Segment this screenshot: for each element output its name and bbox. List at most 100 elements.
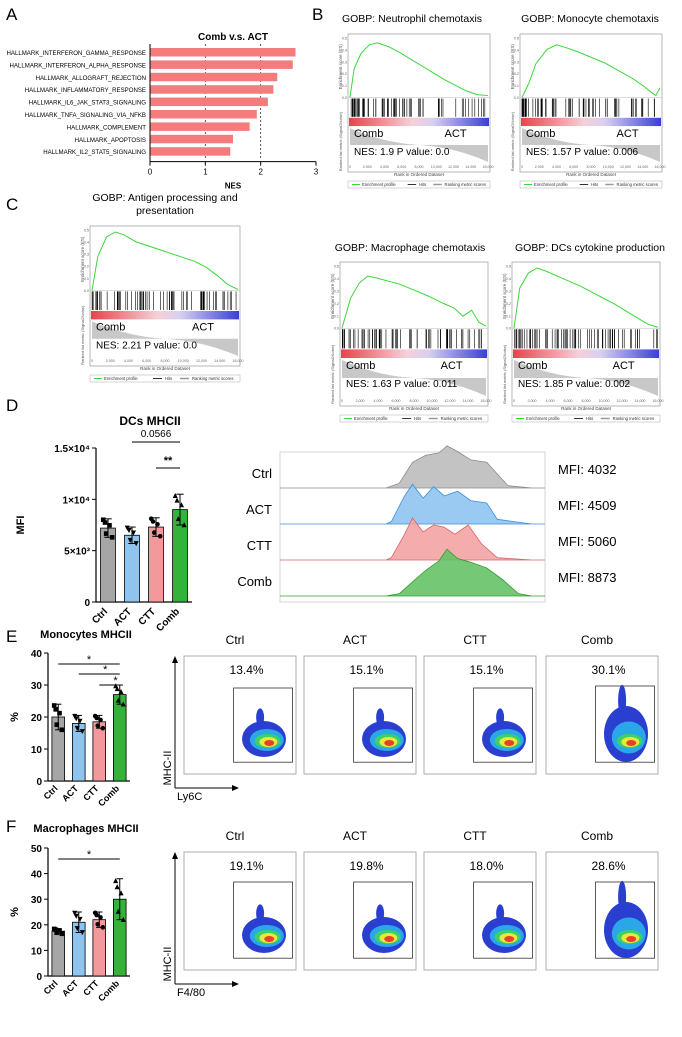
rank-axis-label: Ranked list metric (Signal2Noise) — [510, 111, 515, 171]
category-label: HALLMARK_INTERFERON_ALPHA_RESPONSE — [10, 62, 146, 69]
legend-hits: Hits — [419, 182, 426, 187]
data-point — [79, 729, 85, 735]
rank-tick-label: 2,000 — [363, 165, 372, 169]
density-wisp — [376, 708, 385, 727]
left-group-label: Comb — [96, 321, 125, 333]
mfi-label: MFI: 4032 — [558, 462, 617, 477]
es-tick-label: 0.0 — [506, 327, 511, 331]
data-point — [53, 707, 59, 712]
es-tick-label: 0.2 — [334, 302, 339, 306]
gate-percent: 15.1% — [350, 663, 384, 677]
rank-tick-label: 12,000 — [620, 165, 631, 169]
density-layer — [384, 739, 395, 746]
y-tick-label: 0 — [84, 598, 90, 609]
sig-label: * — [103, 664, 108, 676]
rank-tick-label: 4,000 — [546, 399, 555, 403]
flow-y-label: MHC-II — [162, 947, 174, 982]
rank-tick-label: 4,000 — [374, 399, 383, 403]
gate-percent: 19.1% — [230, 859, 264, 873]
gate-percent: 30.1% — [592, 663, 626, 677]
rank-tick-label: 12,000 — [448, 165, 459, 169]
chart-title: Monocytes MHCII — [40, 629, 132, 641]
y-tick-label: 40 — [31, 870, 43, 881]
gsea-title: GOBP: DCs cytokine production — [515, 242, 665, 254]
data-point — [74, 926, 80, 932]
data-point — [77, 916, 83, 922]
hist-frame — [279, 451, 546, 603]
data-point — [127, 537, 133, 543]
bar — [150, 134, 233, 144]
data-point — [157, 533, 163, 539]
bar — [150, 85, 274, 94]
rank-tick-label: 2,000 — [528, 399, 537, 403]
x-tick-label: ACT — [60, 783, 81, 804]
es-tick-label: 0.4 — [506, 277, 511, 281]
es-tick-label: 0.2 — [514, 72, 519, 76]
flow-plot-title: CTT — [463, 633, 487, 647]
x-tick-label: Comb — [96, 783, 121, 808]
es-tick-label: 0.2 — [84, 265, 89, 269]
data-point — [54, 930, 60, 936]
flow-plot-title: Comb — [581, 633, 613, 647]
rank-tick-label: 6,000 — [142, 359, 151, 363]
flow-x-label: F4/80 — [177, 987, 205, 999]
es-axis-label: Enrichment score (ES) — [80, 236, 85, 282]
es-curve — [91, 231, 239, 291]
x-tick-label: 1 — [203, 168, 208, 177]
data-point — [73, 716, 79, 722]
density-layer — [626, 935, 637, 942]
es-tick-label: 0.1 — [514, 84, 519, 88]
rank-tick-label: 4,000 — [552, 165, 561, 169]
data-point — [73, 913, 79, 919]
y-tick-label: 0 — [36, 972, 42, 983]
flow-plot-title: ACT — [343, 633, 368, 647]
rank-tick-label: 0 — [521, 165, 523, 169]
mfi-label: MFI: 4509 — [558, 498, 617, 513]
gsea-title: GOBP: Antigen processing and — [92, 192, 237, 204]
flow-plot-frame — [423, 655, 537, 775]
x-tick-label: Comb — [154, 606, 182, 634]
rank-tick-label: 6,000 — [397, 165, 406, 169]
flow-plot-frame — [183, 655, 297, 775]
density-wisp — [496, 904, 505, 923]
data-point — [100, 725, 106, 731]
rank-tick-label: 4,000 — [380, 165, 389, 169]
data-point — [59, 931, 65, 937]
rank-tick-label: 14,000 — [635, 399, 646, 403]
es-tick-label: 0.3 — [514, 60, 519, 64]
rank-axis-label: Ranked list metric (Signal2Noise) — [502, 344, 507, 404]
gsea-C2: GOBP: Macrophage chemotaxis Enrichment sc… — [330, 242, 492, 423]
rank-tick-label: 6,000 — [564, 399, 573, 403]
category-label: HALLMARK_ALLOGRAFT_REJECTION — [36, 75, 146, 82]
data-point — [114, 686, 120, 692]
es-tick-label: 0.4 — [84, 241, 89, 245]
panel-label-a: A — [6, 5, 18, 24]
flow-x-arrowhead — [232, 981, 239, 987]
histogram-label: ACT — [246, 502, 272, 517]
mfi-label: MFI: 8873 — [558, 570, 617, 585]
chart-title: Comb v.s. ACT — [198, 32, 268, 43]
density-layer — [626, 739, 637, 746]
data-point — [175, 516, 181, 522]
legend-rank: Ranking metric scores — [445, 182, 486, 187]
gsea-title: GOBP: Macrophage chemotaxis — [335, 242, 486, 254]
data-point — [72, 910, 78, 916]
data-point — [120, 701, 126, 707]
category-label: HALLMARK_TNFA_SIGNALING_VIA_NFKB — [25, 112, 146, 119]
density-wisp — [256, 708, 265, 727]
legend-box — [347, 180, 491, 189]
category-label: HALLMARK_INTERFERON_GAMMA_RESPONSE — [6, 50, 146, 57]
right-group-label: ACT — [445, 128, 467, 140]
flow-plot-title: Ctrl — [226, 633, 245, 647]
bar — [51, 930, 66, 977]
data-point — [115, 908, 121, 914]
x-tick-label: Ctrl — [42, 978, 60, 996]
rank-axis-label: Ranked list metric (Signal2Noise) — [330, 344, 335, 404]
flow-plot-title: Comb — [581, 829, 613, 843]
mfi-label: MFI: 5060 — [558, 534, 617, 549]
rank-gradient — [91, 311, 239, 320]
density-layer — [504, 935, 515, 942]
x-tick-label: ACT — [112, 606, 134, 628]
